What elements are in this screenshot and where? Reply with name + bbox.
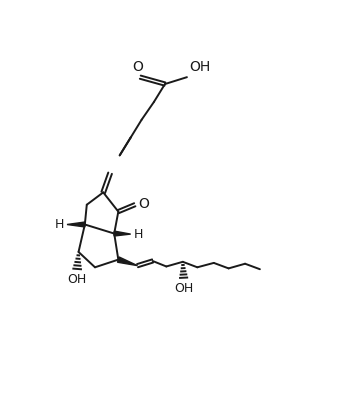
Polygon shape [114, 231, 131, 236]
Text: H: H [55, 218, 64, 231]
Polygon shape [67, 222, 85, 227]
Text: H: H [133, 228, 143, 240]
Text: O: O [133, 60, 143, 74]
Text: OH: OH [67, 273, 86, 286]
Text: OH: OH [190, 60, 211, 74]
Text: OH: OH [174, 282, 193, 294]
Text: O: O [138, 197, 149, 211]
Polygon shape [118, 257, 137, 266]
